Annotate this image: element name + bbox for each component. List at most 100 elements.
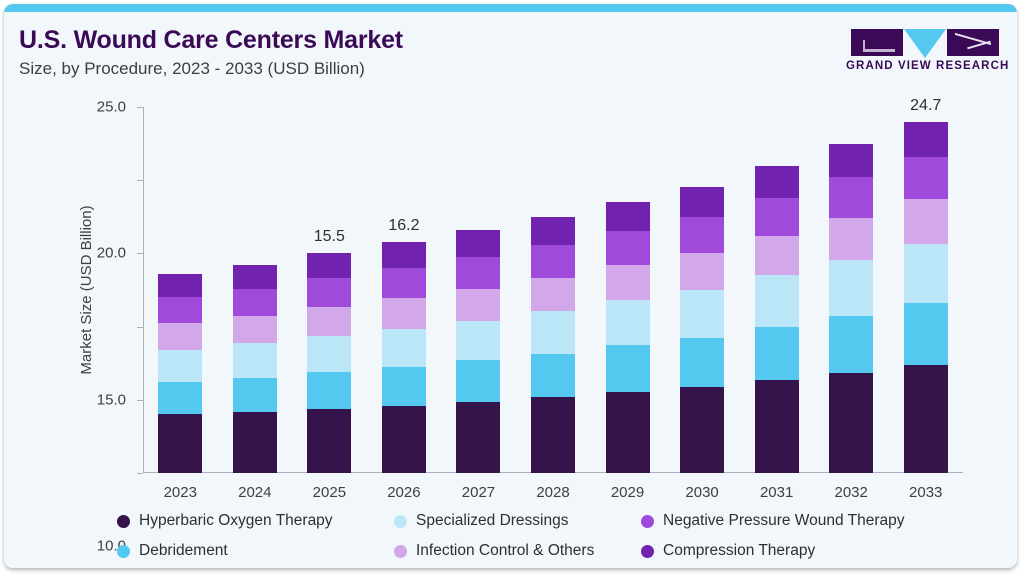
bar-segment[interactable] [680,216,725,253]
bar-segment[interactable] [456,320,501,360]
bar-segment[interactable] [456,402,501,473]
bar-segment[interactable] [829,217,874,260]
x-tick-label: 2023 [163,484,197,501]
bar-segment[interactable] [381,268,426,299]
bar-segment[interactable] [381,406,426,473]
stacked-bar[interactable] [680,186,725,473]
bar-segment[interactable] [158,350,203,383]
bar-segment[interactable] [829,372,874,473]
bar-segment[interactable] [158,297,203,323]
bar-segment[interactable] [754,235,799,276]
bar-segment[interactable] [605,202,650,231]
bar-group[interactable]: 2027 [456,107,501,501]
stacked-bar[interactable] [381,241,426,473]
bar-segment[interactable] [456,257,501,289]
bar-segment[interactable] [307,372,352,410]
x-tick-label: 2026 [387,484,421,501]
bar-segment[interactable] [232,343,277,378]
bar-segment[interactable] [232,315,277,344]
bar-segment[interactable] [903,364,948,473]
bar-segment[interactable] [903,303,948,365]
bar-segment[interactable] [754,166,799,198]
bar-segment[interactable] [754,327,799,381]
bar-group[interactable]: 2030 [680,107,725,501]
bar-segment[interactable] [903,199,948,244]
bar-segment[interactable] [456,229,501,258]
bar-segment[interactable] [307,336,352,372]
stacked-bar[interactable] [605,202,650,473]
bar-segment[interactable] [829,177,874,218]
legend-label: Infection Control & Others [416,542,595,559]
bar-group[interactable]: 2029 [605,107,650,501]
bar-segment[interactable] [903,121,948,157]
bar-group[interactable]: 2028 [531,107,575,501]
bar-segment[interactable] [680,387,725,473]
bar-segment[interactable] [605,391,650,473]
bar-segment[interactable] [531,277,575,312]
bar-group[interactable]: 2032 [829,107,874,501]
x-tick-label: 2027 [461,484,496,501]
legend-item[interactable]: Hyperbaric Oxygen Therapy [117,512,333,530]
stacked-bar[interactable] [903,121,948,473]
stacked-bar[interactable] [754,166,799,473]
bar-segment[interactable] [680,338,725,388]
bar-group[interactable]: 2024 [232,107,277,501]
bar-segment[interactable] [307,409,352,473]
bar-segment[interactable] [829,144,874,178]
bar-segment[interactable] [531,396,575,473]
bar-segment[interactable] [158,414,203,473]
stacked-bar[interactable] [232,265,277,473]
legend-item[interactable]: Compression Therapy [641,542,815,560]
bar-segment[interactable] [381,328,426,367]
bar-segment[interactable] [680,290,725,339]
bar-segment[interactable] [531,216,575,245]
bar-group[interactable]: 15.5 2025 [307,107,352,501]
bar-segment[interactable] [754,197,799,236]
bar-segment[interactable] [307,306,352,337]
bar-segment[interactable] [232,288,277,316]
bar-segment[interactable] [531,244,575,278]
bar-segment[interactable] [456,288,501,321]
bar-segment[interactable] [456,359,501,402]
bar-segment[interactable] [158,382,203,415]
legend-item[interactable]: Specialized Dressings [394,512,569,530]
bar-segment[interactable] [232,377,277,412]
bar-segment[interactable] [829,316,874,373]
legend-item[interactable]: Infection Control & Others [394,542,594,560]
legend-color-swatch [394,514,407,528]
bar-segment[interactable] [381,366,426,407]
bar-segment[interactable] [605,344,650,392]
bar-segment[interactable] [903,156,948,200]
legend-item[interactable]: Debridement [117,542,228,560]
stacked-bar[interactable] [307,253,352,473]
bar-segment[interactable] [903,243,948,304]
stacked-bar[interactable] [158,273,203,473]
bar-group[interactable]: 16.2 2026 [381,107,426,501]
bar-segment[interactable] [754,275,799,328]
bar-segment[interactable] [158,322,203,351]
bar-segment[interactable] [307,278,352,307]
bar-segment[interactable] [307,253,352,279]
bar-segment[interactable] [829,260,874,317]
stacked-bar[interactable] [456,229,501,473]
bar-segment[interactable] [754,380,799,473]
bar-group[interactable]: 2031 [754,107,799,501]
stacked-bar[interactable] [829,144,874,473]
bar-segment[interactable] [605,265,650,301]
bar-group[interactable]: 2023 [158,107,203,501]
bar-segment[interactable] [605,230,650,266]
bar-segment[interactable] [680,186,725,217]
stacked-bar[interactable] [531,216,575,473]
bar-group[interactable]: 24.7 2033 [903,97,948,501]
bar-segment[interactable] [531,353,575,397]
bar-segment[interactable] [232,411,277,473]
bar-segment[interactable] [605,300,650,345]
bar-segment[interactable] [531,311,575,354]
bar-segment[interactable] [232,265,277,289]
bar-segment[interactable] [158,273,203,298]
accent-top-bar [4,4,1017,12]
bar-segment[interactable] [680,252,725,290]
legend-item[interactable]: Negative Pressure Wound Therapy [641,512,905,530]
bar-segment[interactable] [381,298,426,329]
bar-segment[interactable] [381,241,426,269]
